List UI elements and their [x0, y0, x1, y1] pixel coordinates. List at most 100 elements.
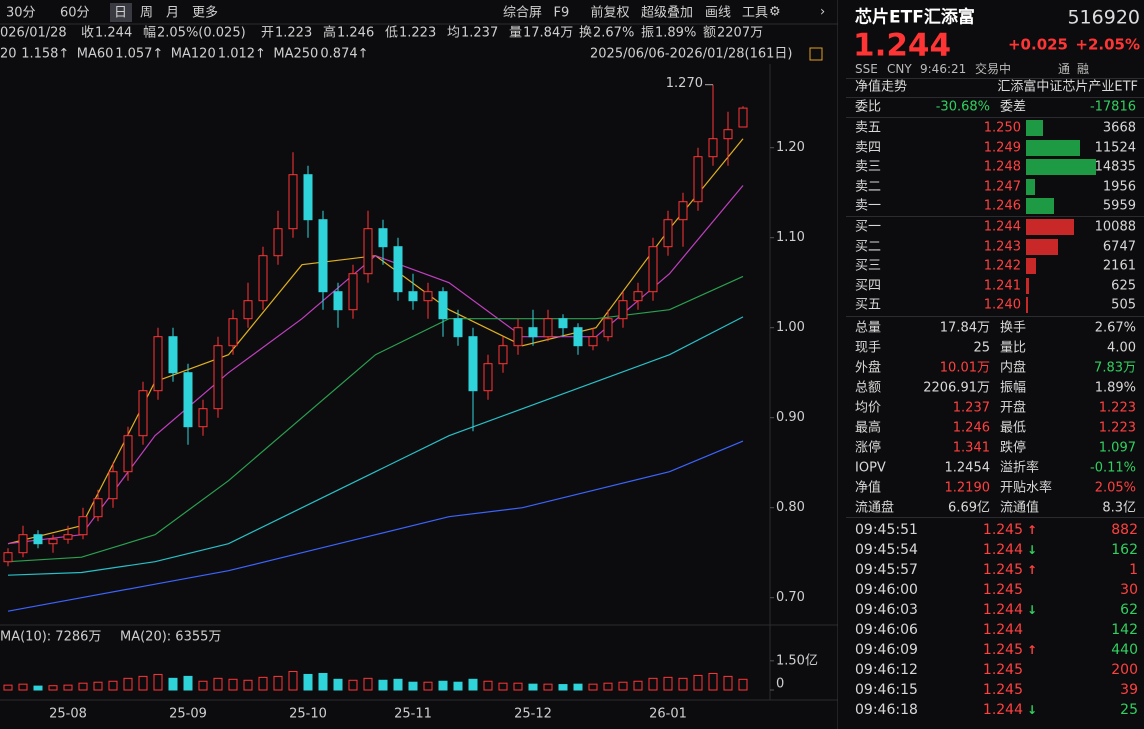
- book-label: 卖五: [855, 120, 882, 136]
- book-volume: 6747: [1102, 239, 1136, 255]
- date-range: 2025/06/06-2026/01/28(161日): [590, 47, 793, 62]
- candle-body: [213, 345, 223, 410]
- period-tab[interactable]: 月: [166, 6, 179, 21]
- candle-body: [228, 318, 238, 347]
- info-value: 1.223: [275, 26, 312, 41]
- candle-body: [633, 291, 643, 302]
- info-label: 开: [261, 26, 274, 41]
- book-volume-bar: [1026, 297, 1029, 314]
- candle-body: [258, 255, 268, 302]
- x-tick-label: 25-11: [394, 707, 432, 722]
- tool-button[interactable]: 工具: [742, 6, 768, 21]
- info-label: 收: [81, 26, 94, 41]
- volume-bar: [108, 680, 118, 691]
- candle-body: [288, 174, 298, 230]
- candle-body: [738, 107, 748, 128]
- trade-arrow: ↓: [1027, 703, 1038, 717]
- book-label: 卖四: [855, 140, 882, 156]
- price-pct: +2.05%: [1075, 35, 1140, 54]
- tool-button[interactable]: F9: [554, 6, 570, 21]
- volume-bar: [18, 683, 28, 691]
- volume-bar: [633, 680, 643, 691]
- candle-body: [648, 246, 658, 293]
- book-volume-bar: [1026, 139, 1081, 156]
- info-value: 1.246: [337, 26, 374, 41]
- tool-button[interactable]: 前复权: [591, 5, 630, 21]
- volume-legend: MA(20): 6355万: [120, 630, 221, 645]
- trade-time: 09:46:00: [855, 582, 918, 598]
- y-tick-label: 0.70: [776, 590, 805, 605]
- volume-bar: [3, 684, 13, 691]
- ma-legend-label: MA250: [273, 47, 318, 62]
- stat-label: 量比: [1000, 340, 1027, 356]
- trade-price: 1.245: [982, 522, 1023, 538]
- stat-label: 振幅: [1000, 380, 1027, 396]
- lock-icon[interactable]: [809, 47, 823, 61]
- stat-value: 7.83万: [1094, 360, 1136, 376]
- trade-price: 1.244: [982, 602, 1023, 618]
- book-price: 1.242: [983, 258, 1021, 274]
- trade-volume: 440: [1111, 642, 1138, 658]
- ma-legend-value: 1.158↑: [21, 47, 69, 62]
- period-tab[interactable]: 30分: [6, 6, 36, 21]
- trade-price: 1.245: [982, 682, 1023, 698]
- candle-body: [318, 219, 328, 293]
- stat-value: 8.3亿: [1102, 500, 1136, 516]
- y-tick-label: 1.00: [776, 320, 805, 335]
- book-volume-bar: [1026, 219, 1074, 235]
- tool-button[interactable]: 超级叠加: [641, 6, 693, 21]
- book-volume: 505: [1111, 297, 1136, 313]
- collapse-icon[interactable]: ›: [820, 5, 825, 20]
- volume-bar: [543, 683, 553, 691]
- settings-icon[interactable]: ⚙: [769, 5, 781, 20]
- trade-price: 1.244: [982, 702, 1023, 718]
- trade-volume: 30: [1120, 582, 1138, 598]
- info-label: 振: [641, 26, 654, 41]
- quote-meta: CNY: [887, 62, 912, 76]
- trade-arrow: ↓: [1027, 543, 1038, 557]
- volume-bar: [423, 681, 433, 691]
- divider: [846, 216, 1144, 217]
- volume-bar: [228, 678, 238, 691]
- period-tab[interactable]: 日: [114, 6, 127, 21]
- volume-bar: [138, 675, 148, 691]
- volume-bar: [198, 680, 208, 691]
- volume-bar: [333, 678, 343, 691]
- book-label: 卖三: [855, 159, 882, 175]
- candle-body: [438, 291, 448, 320]
- period-tab[interactable]: 周: [140, 6, 153, 21]
- volume-bar: [408, 681, 418, 691]
- divider: [846, 78, 1144, 79]
- info-value: 1.89%: [655, 26, 696, 41]
- ma-legend-label: MA120: [171, 47, 216, 62]
- volume-bar: [123, 677, 133, 691]
- book-volume-bar: [1026, 198, 1055, 215]
- stat-label: 流通值: [1000, 500, 1040, 516]
- info-label: 高: [323, 25, 336, 41]
- candle-body: [588, 336, 598, 347]
- volume-bar: [243, 679, 253, 691]
- volume-bar: [453, 681, 463, 691]
- candle-body: [573, 327, 583, 347]
- trade-volume: 882: [1111, 522, 1138, 538]
- ratio-label: 委差: [1000, 99, 1027, 115]
- tool-button[interactable]: 画线: [705, 6, 731, 21]
- volume-bar: [183, 675, 193, 691]
- stat-label: 现手: [855, 340, 882, 356]
- ma-line: [7, 316, 744, 576]
- period-tab[interactable]: 60分: [60, 6, 90, 21]
- candle-body: [618, 300, 628, 320]
- period-tab[interactable]: 更多: [192, 5, 218, 21]
- stat-label: 最高: [855, 420, 882, 436]
- trade-volume: 162: [1111, 542, 1138, 558]
- nav-label[interactable]: 净值走势: [855, 79, 908, 95]
- candle-body: [513, 327, 523, 347]
- trade-time: 09:46:09: [855, 642, 918, 658]
- candle-body: [3, 552, 13, 563]
- volume-bar: [468, 678, 478, 691]
- volume-bar: [273, 675, 283, 691]
- volume-bar: [378, 679, 388, 691]
- tool-button[interactable]: 综合屏: [503, 6, 542, 21]
- volume-bar: [558, 684, 568, 691]
